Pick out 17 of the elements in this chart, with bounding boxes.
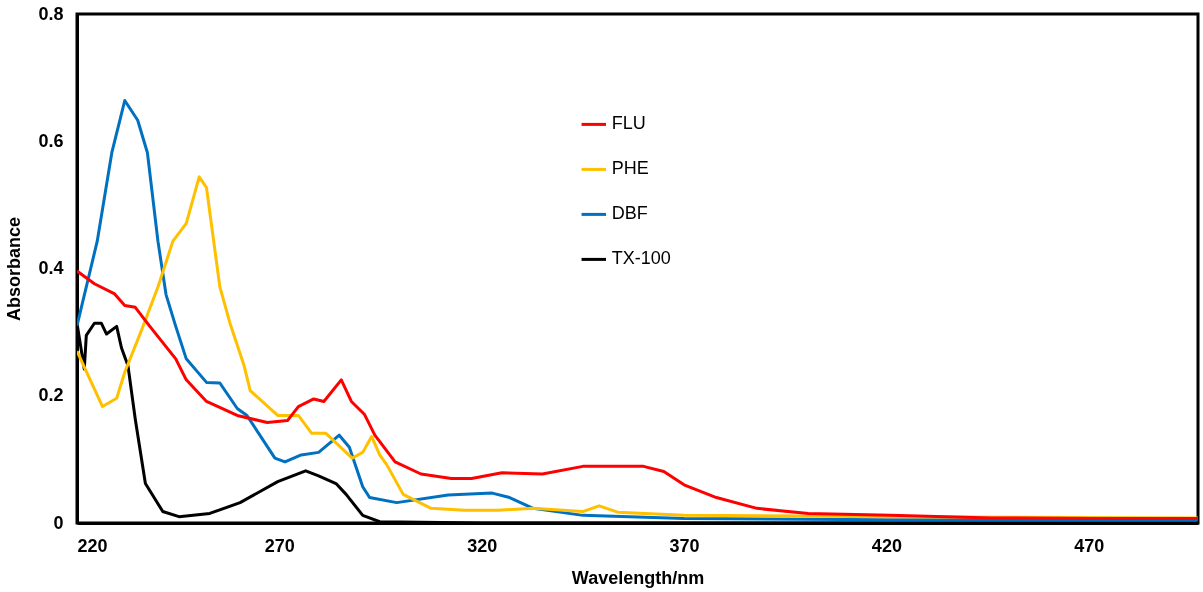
- x-tick-label: 220: [77, 535, 108, 556]
- x-tick-label: 320: [467, 535, 498, 556]
- y-axis-title: Absorbance: [4, 216, 25, 322]
- legend-label: TX-100: [611, 248, 671, 269]
- x-tick-label: 270: [264, 535, 295, 556]
- legend-label: DBF: [611, 203, 648, 224]
- x-tick-label: 420: [871, 535, 902, 556]
- legend-label: FLU: [611, 113, 646, 134]
- legend-label: PHE: [611, 158, 649, 179]
- y-tick-label: 0: [53, 512, 64, 533]
- x-axis-title: Wavelength/nm: [571, 567, 705, 588]
- y-tick-label: 0.6: [38, 130, 64, 151]
- y-tick-label: 0.2: [38, 385, 64, 406]
- y-tick-label: 0.8: [38, 3, 64, 24]
- x-tick-label: 470: [1074, 535, 1105, 556]
- y-tick-label: 0.4: [38, 258, 64, 278]
- x-tick-label: 370: [669, 535, 700, 556]
